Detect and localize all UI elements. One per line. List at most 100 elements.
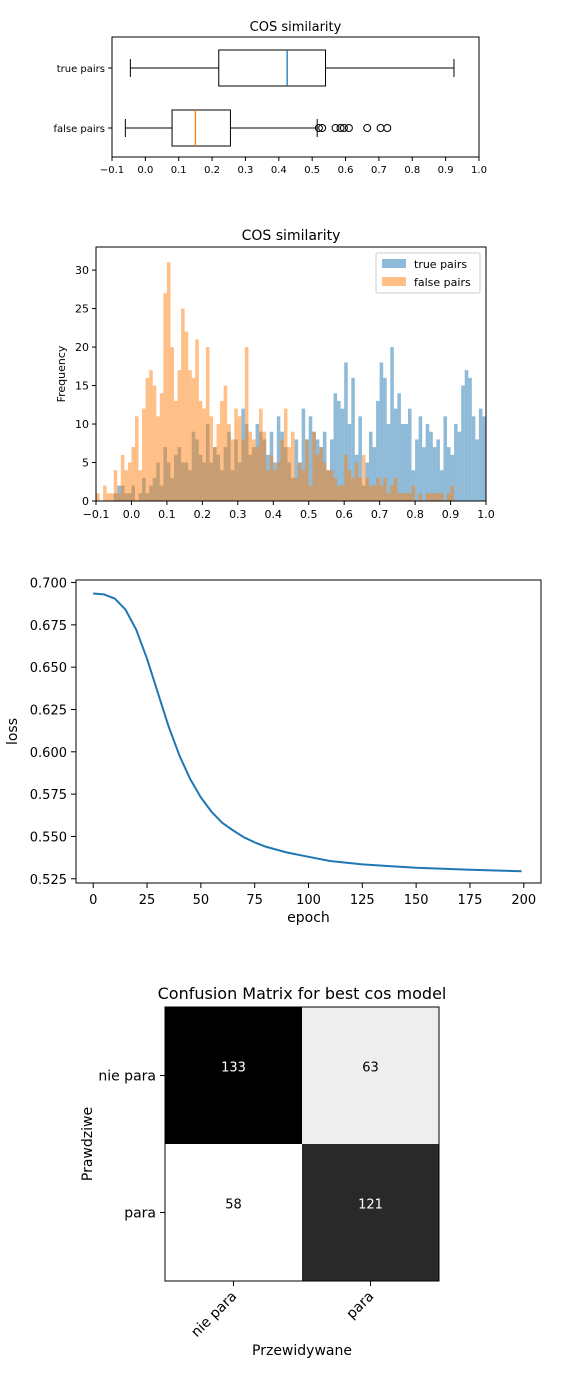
histogram-bar [142, 408, 146, 501]
histogram-bar [393, 408, 398, 501]
y-tick-label: 10 [75, 418, 89, 431]
histogram-bar [337, 400, 341, 501]
y-tick-label: 0.525 [30, 873, 67, 888]
x-tick-label: −0.1 [100, 165, 124, 176]
y-tick-label: 25 [75, 303, 89, 316]
y-tick-label: 30 [75, 264, 89, 277]
histogram-bar [124, 470, 128, 501]
histogram-bar [276, 416, 281, 501]
histogram-bar [291, 431, 295, 501]
x-tick-label: 0.1 [171, 165, 187, 176]
x-tick-label: 0.9 [442, 508, 460, 521]
histogram-bar [358, 477, 362, 501]
histogram-bar [127, 462, 132, 501]
histogram-bar [478, 408, 483, 501]
histogram-bar [202, 408, 206, 501]
x-tick-label: 50 [193, 893, 210, 908]
histogram-bar [361, 454, 366, 501]
x-tick-label: 25 [139, 893, 156, 908]
x-axis-label: Przewidywane [252, 1343, 352, 1359]
x-tick-label: para [344, 1289, 378, 1323]
histogram-bar [294, 477, 299, 501]
histogram-bar [344, 454, 348, 501]
cell-value-label: 121 [358, 1198, 383, 1213]
histogram-bar [468, 377, 472, 501]
histogram-bar [390, 347, 394, 501]
chart-title: COS similarity [242, 228, 341, 244]
y-tick-label: 0.675 [30, 619, 67, 634]
histogram-bar [156, 416, 160, 501]
x-tick-label: 0.1 [158, 508, 176, 521]
histogram-bar [450, 485, 455, 501]
x-tick-label: 0.6 [335, 508, 353, 521]
x-tick-label: 0.2 [194, 508, 212, 521]
histogram-bar [475, 439, 479, 501]
histogram-bar [425, 424, 430, 501]
histogram-bar [103, 485, 107, 501]
histogram-bar [351, 377, 355, 501]
histogram-bar [379, 485, 384, 501]
histogram-bar [283, 408, 288, 501]
histogram-bar [457, 431, 462, 501]
histogram-bar [422, 447, 426, 501]
histogram-bar [333, 477, 338, 501]
histogram-bar [390, 485, 394, 501]
matrix-cell [165, 1007, 302, 1144]
histogram-bar [166, 262, 171, 501]
x-tick-label: 0.4 [265, 508, 283, 521]
x-tick-label: 1.0 [477, 508, 495, 521]
histogram-bar [159, 393, 164, 501]
outlier-point [376, 124, 385, 132]
x-tick-label: 0.4 [271, 165, 287, 176]
histogram-bar [450, 454, 455, 501]
histogram-bar [443, 416, 447, 501]
histogram-bar [287, 447, 291, 501]
histogram-bar [120, 454, 125, 501]
histogram-bar [386, 424, 391, 501]
histogram-bar [174, 400, 178, 501]
histogram-bar [393, 477, 398, 501]
histogram-bar [404, 424, 408, 501]
histogram-bar [106, 493, 111, 501]
histogram-bar [198, 400, 203, 501]
matrix-cell [302, 1144, 439, 1281]
histogram-bar [244, 347, 249, 501]
x-tick-label: 0.0 [123, 508, 141, 521]
histogram-bar [369, 431, 373, 501]
x-tick-label: nie para [188, 1289, 240, 1341]
histogram-bar [181, 308, 185, 501]
histogram-bar [376, 400, 380, 501]
x-tick-label: 200 [511, 893, 536, 908]
histogram-bar [276, 462, 281, 501]
histogram-bar [149, 370, 153, 501]
x-tick-label: 0.6 [338, 165, 354, 176]
y-axis-label: loss [5, 718, 21, 745]
histogram-bar [188, 370, 192, 501]
matrix-cell [302, 1007, 439, 1144]
y-tick-label: true pairs [57, 64, 105, 75]
histogram-bar [223, 385, 228, 501]
x-tick-label: 175 [458, 893, 483, 908]
histogram-bar [170, 347, 174, 501]
histogram-bar [411, 485, 416, 501]
histogram-bar [259, 408, 263, 501]
y-tick-label: 20 [75, 341, 89, 354]
histogram-bar [195, 339, 199, 501]
histogram-bar [110, 493, 114, 501]
x-tick-label: 0.2 [204, 165, 220, 176]
histogram-bar [322, 462, 327, 501]
x-axis-label: epoch [287, 910, 330, 926]
histogram-bar [429, 493, 433, 501]
x-tick-label: 0.5 [300, 508, 318, 521]
histogram-bar [301, 470, 306, 501]
outlier-point [336, 124, 345, 132]
histogram-bar [163, 293, 167, 501]
x-tick-label: 0.7 [371, 508, 389, 521]
histogram-bar [471, 416, 476, 501]
x-tick-label: 0.8 [404, 165, 420, 176]
histogram-bar [464, 370, 469, 501]
histogram-bar [425, 493, 430, 501]
axes-frame [164, 1006, 440, 1282]
x-tick-label: 0.9 [438, 165, 454, 176]
y-tick-label: 0.625 [30, 703, 67, 718]
